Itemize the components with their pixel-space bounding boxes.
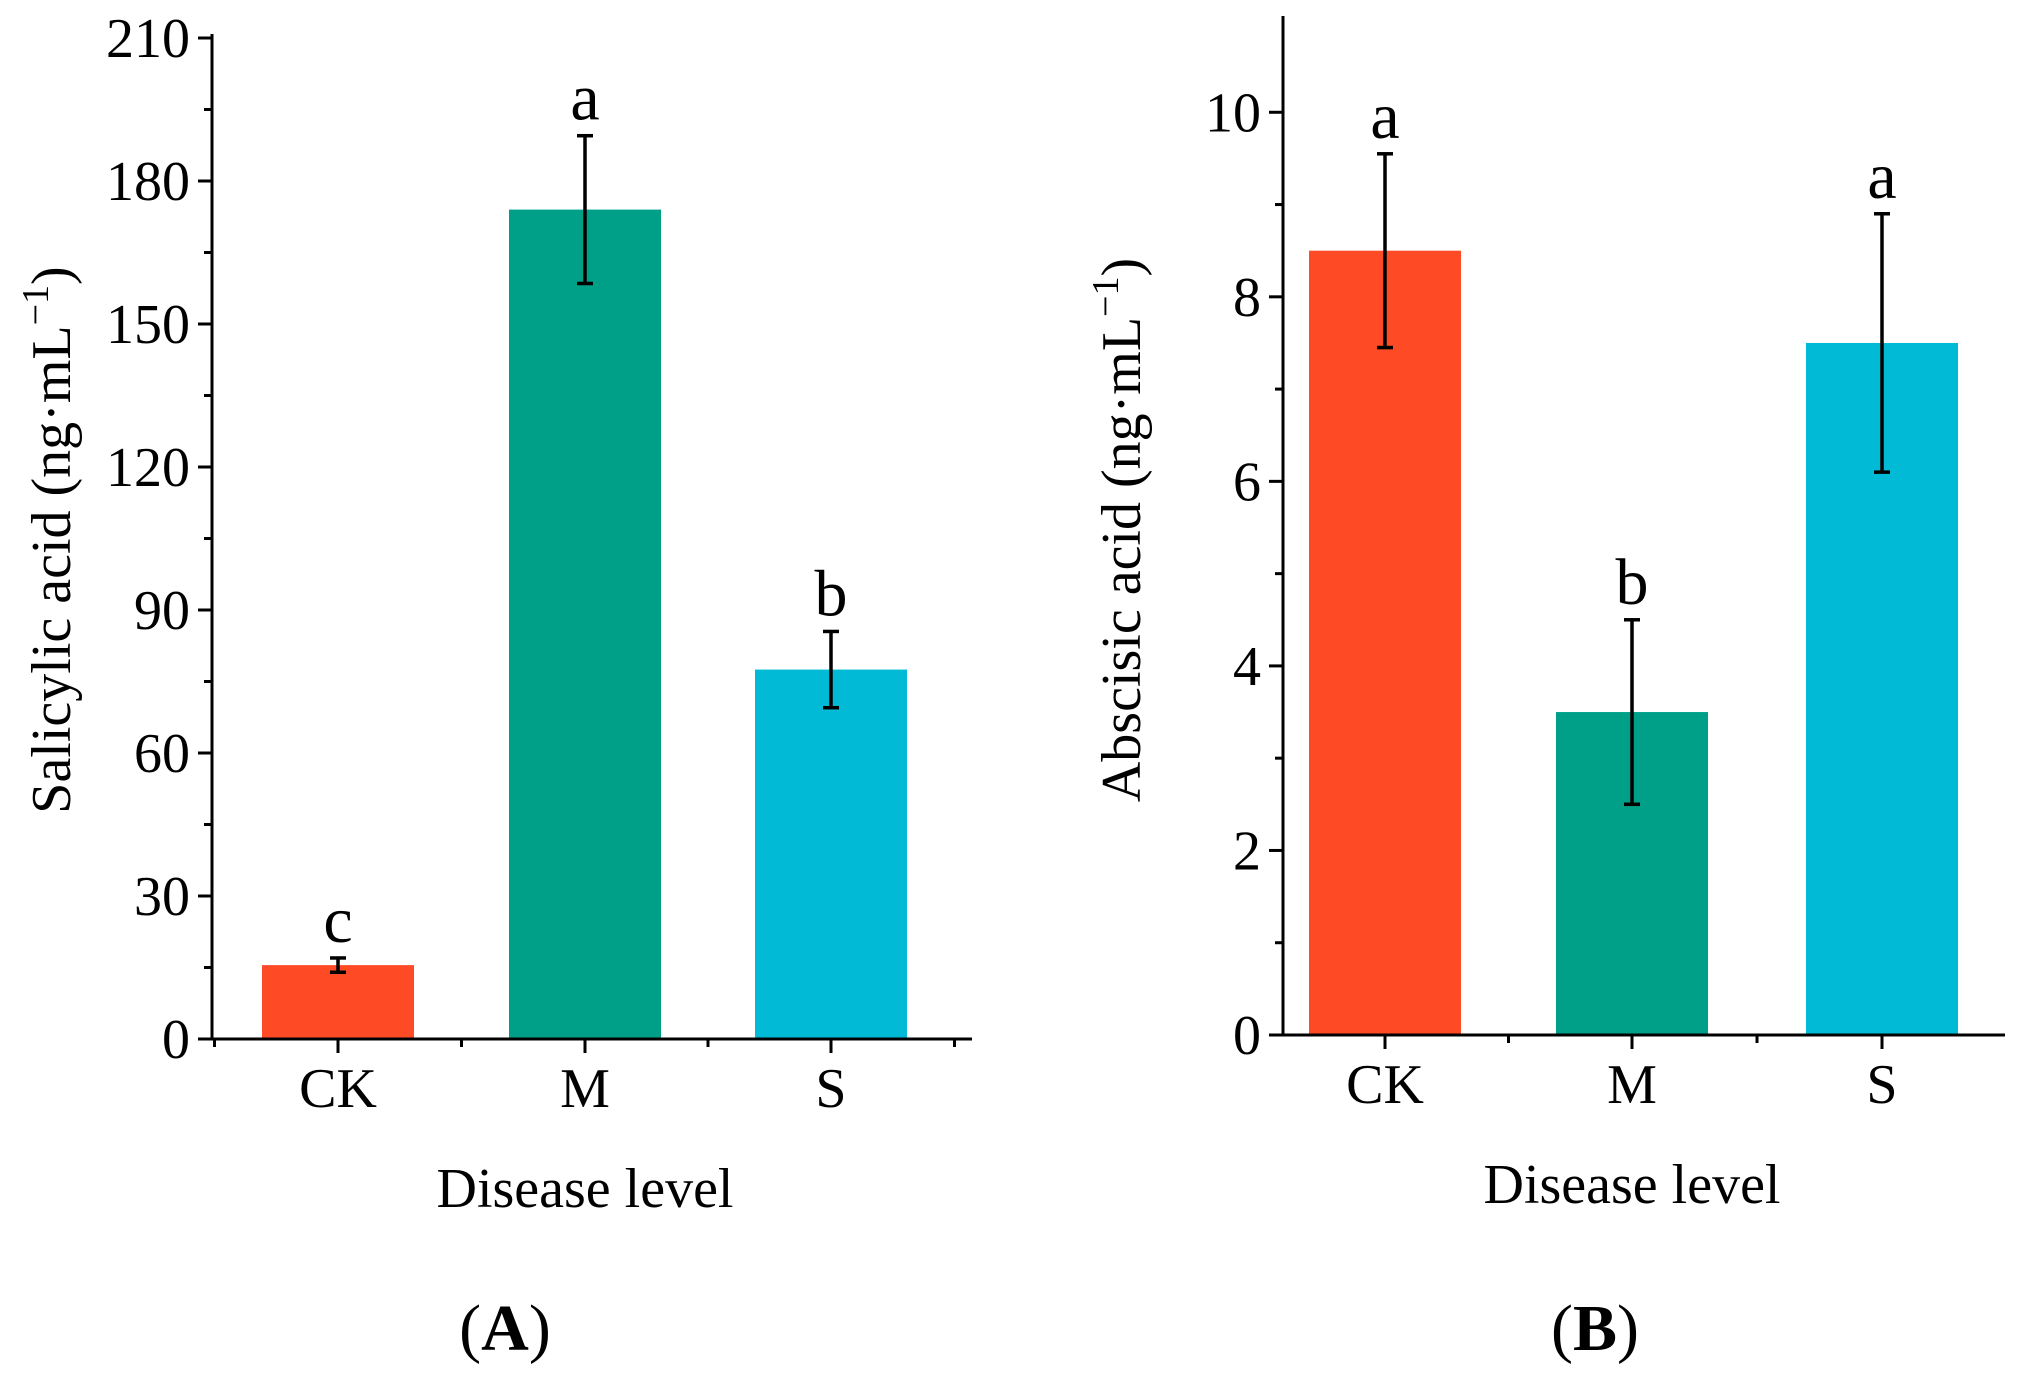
x-tick-label-s-a: S	[815, 1058, 846, 1120]
error-bar-ck-b	[1377, 152, 1393, 350]
y-tick-label-b: 8	[1233, 267, 1261, 329]
bar-m-a	[509, 209, 661, 1040]
bar-ck-a	[262, 965, 414, 1039]
plot-area-b: a b a 0 2 4 6 8 10 CK M S	[1205, 16, 2005, 1116]
y-tick-label-b: 2	[1233, 820, 1261, 882]
significance-label-ck-a: c	[323, 884, 352, 957]
y-tick-label-a: 90	[134, 580, 190, 642]
y-tick-label-a: 180	[106, 151, 190, 213]
plot-area-a: c a b 0 30 60 90 120 150 180 210 CK M S	[106, 8, 972, 1120]
error-bar-s-a	[823, 629, 839, 710]
bar-ck-b	[1309, 250, 1461, 1035]
significance-label-s-b: a	[1867, 140, 1896, 213]
panel-label-a: (A)	[459, 1292, 551, 1365]
x-axis-title-b: Disease level	[1484, 1154, 1781, 1216]
chart-panel-b: a b a 0 2 4 6 8 10 CK M S Abscisic acid (ng·mL−1) D…	[1085, 16, 2005, 1365]
y-tick-label-a: 150	[106, 294, 190, 356]
error-bar-s-b	[1874, 212, 1890, 474]
y-tick-label-b: 10	[1205, 82, 1261, 144]
x-axis-title-a: Disease level	[437, 1158, 734, 1220]
y-tick-label-a: 210	[106, 8, 190, 70]
error-bar-m-a	[577, 133, 593, 286]
y-axis-title-a: Salicylic acid (ng·mL−1)	[15, 266, 83, 813]
y-tick-label-a: 0	[162, 1009, 190, 1071]
y-tick-label-b: 0	[1233, 1005, 1261, 1067]
y-tick-label-a: 30	[134, 866, 190, 928]
y-axis-title-b: Abscisic acid (ng·mL−1)	[1085, 258, 1153, 802]
panel-label-b: (B)	[1551, 1292, 1639, 1365]
x-tick-label-m-a: M	[560, 1058, 610, 1120]
y-tick-label-b: 6	[1233, 451, 1261, 513]
x-tick-label-m-b: M	[1607, 1054, 1657, 1116]
y-tick-label-a: 120	[106, 437, 190, 499]
significance-label-ck-b: a	[1370, 80, 1399, 153]
bar-s-a	[755, 669, 907, 1039]
significance-label-m-a: a	[570, 62, 599, 135]
significance-label-m-b: b	[1616, 546, 1649, 619]
significance-label-s-a: b	[815, 557, 848, 630]
chart-panel-a: c a b 0 30 60 90 120 150 180 210 CK M S Salicylic aci…	[15, 8, 972, 1365]
x-tick-label-ck-a: CK	[299, 1058, 377, 1120]
error-bar-m-b	[1624, 618, 1640, 807]
y-tick-label-b: 4	[1233, 636, 1261, 698]
x-tick-label-ck-b: CK	[1346, 1054, 1424, 1116]
y-tick-label-a: 60	[134, 723, 190, 785]
x-tick-label-s-b: S	[1866, 1054, 1897, 1116]
error-bar-ck-a	[330, 956, 346, 975]
